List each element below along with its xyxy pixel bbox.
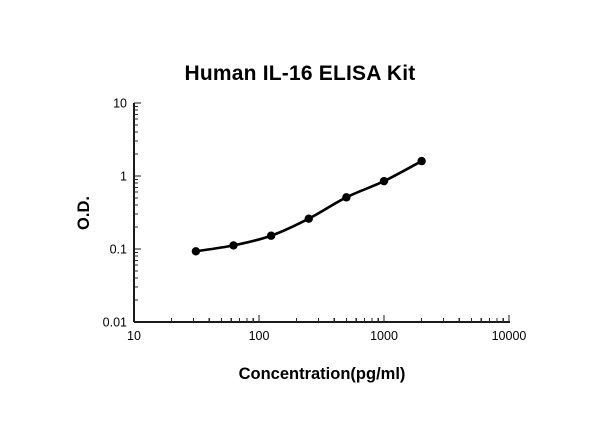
- chart-title: Human IL-16 ELISA Kit: [184, 62, 416, 85]
- standard-curve-line: [194, 159, 423, 253]
- data-point-markers: [191, 156, 426, 256]
- data-point-marker: [266, 231, 276, 240]
- y-tick-label: 0.01: [103, 316, 127, 330]
- data-point-marker: [229, 241, 238, 250]
- data-point-marker: [417, 156, 426, 166]
- y-tick-label: 1: [120, 170, 127, 184]
- data-point-marker: [304, 214, 313, 223]
- data-point-marker: [379, 176, 389, 186]
- x-tick-label: 100: [249, 329, 270, 343]
- x-tick-label: 1000: [370, 329, 398, 343]
- x-axis-tick-labels: 10 100 1000 10000: [127, 329, 526, 343]
- y-axis-tick-labels: 0.01 0.1 1 10: [103, 97, 127, 330]
- x-axis-label: Concentration(pg/ml): [239, 365, 406, 383]
- data-point-marker: [191, 247, 201, 256]
- y-tick-label: 0.1: [110, 243, 127, 257]
- x-axis-ticks: [133, 315, 510, 322]
- y-axis-label: O.D.: [75, 196, 93, 230]
- x-tick-label: 10: [127, 329, 141, 343]
- x-tick-label: 10000: [492, 329, 527, 343]
- y-axis-ticks: [134, 102, 141, 323]
- axis-lines: [133, 103, 510, 323]
- data-point-marker: [342, 193, 351, 202]
- y-tick-label: 10: [113, 97, 127, 111]
